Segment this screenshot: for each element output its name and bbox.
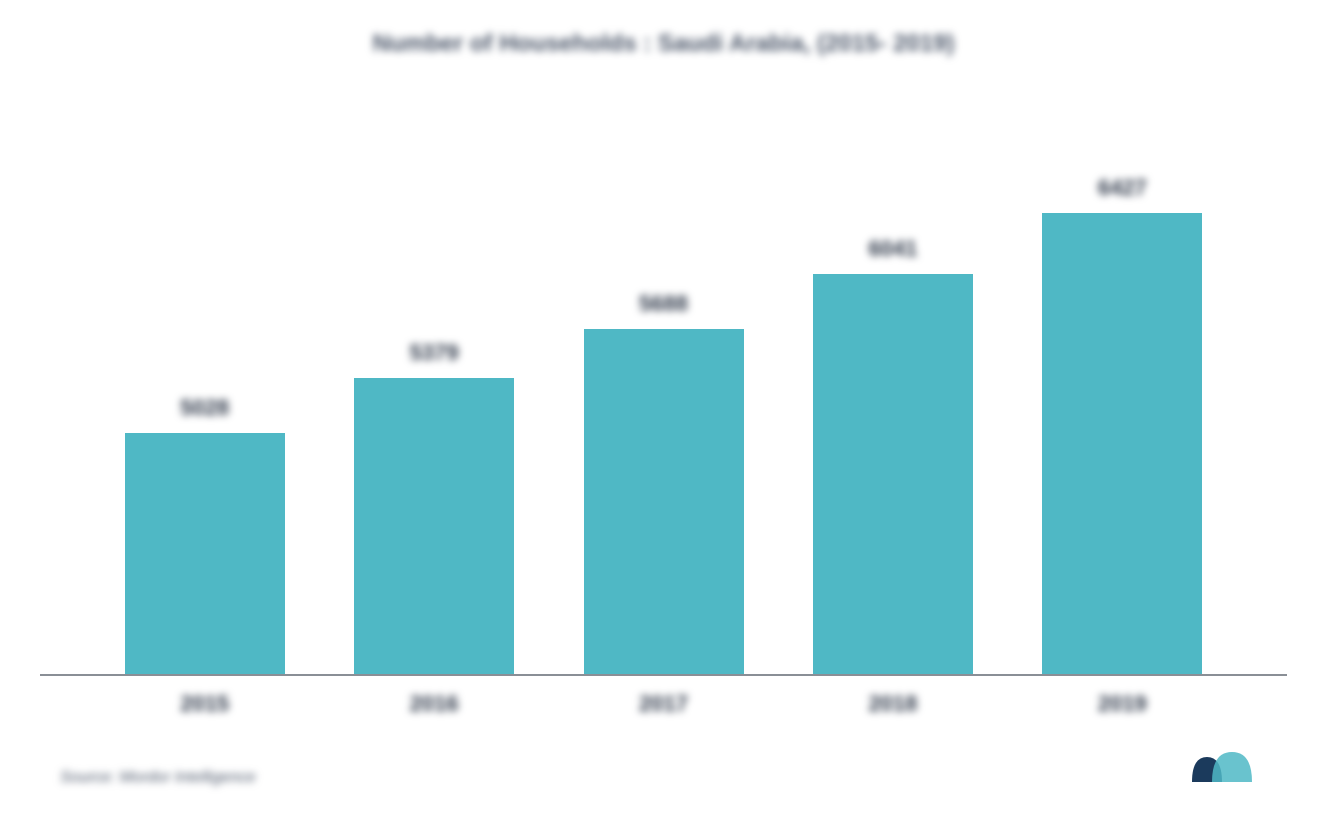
bar-value-label: 6427 <box>1098 175 1147 201</box>
bar <box>813 274 973 674</box>
bar <box>584 329 744 674</box>
x-axis-label: 2018 <box>778 691 1007 717</box>
bar-group: 6041 <box>778 98 1007 674</box>
bar-value-label: 6041 <box>868 236 917 262</box>
chart-footer: Source: Mordor Intelligence <box>40 747 1287 787</box>
plot-area: 5028 5379 5688 6041 6427 <box>40 98 1287 676</box>
x-axis-label: 2019 <box>1008 691 1237 717</box>
mordor-logo-icon <box>1187 747 1267 787</box>
chart-container: Number of Households : Saudi Arabia, (20… <box>40 30 1287 787</box>
bar-value-label: 5028 <box>180 395 229 421</box>
bar-group: 6427 <box>1008 98 1237 674</box>
x-axis-label: 2015 <box>90 691 319 717</box>
x-axis-label: 2017 <box>549 691 778 717</box>
bar-value-label: 5688 <box>639 291 688 317</box>
bar <box>125 433 285 674</box>
bar-value-label: 5379 <box>410 340 459 366</box>
x-axis-labels: 2015 2016 2017 2018 2019 <box>40 676 1287 717</box>
bar-group: 5028 <box>90 98 319 674</box>
bars-wrapper: 5028 5379 5688 6041 6427 <box>90 98 1237 674</box>
bar-group: 5688 <box>549 98 778 674</box>
bar <box>1042 213 1202 674</box>
source-attribution: Source: Mordor Intelligence <box>60 769 256 787</box>
bar <box>354 378 514 674</box>
chart-title: Number of Households : Saudi Arabia, (20… <box>40 30 1287 58</box>
brand-logo <box>1187 747 1267 787</box>
x-axis-label: 2016 <box>319 691 548 717</box>
bar-group: 5379 <box>319 98 548 674</box>
